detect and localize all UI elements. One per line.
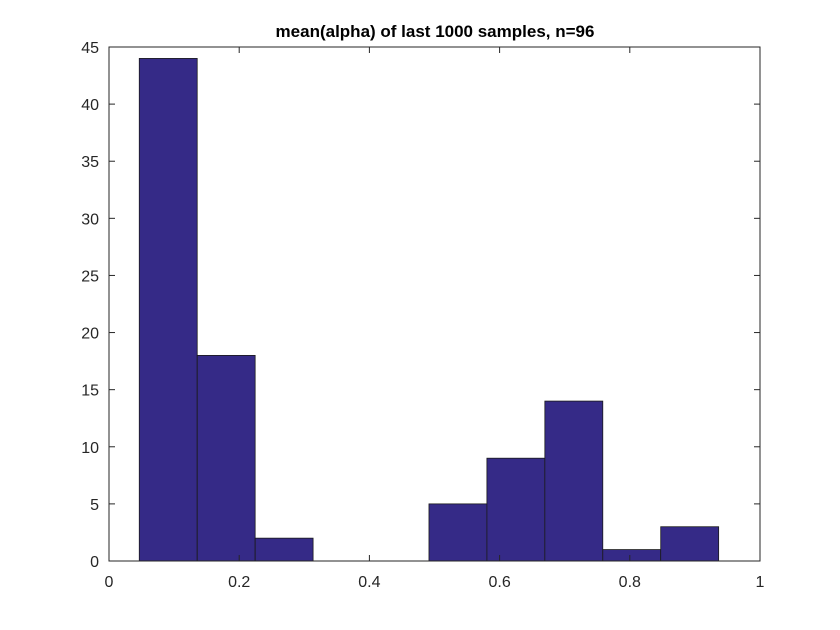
axes-box	[108, 46, 761, 562]
histogram-bar	[254, 537, 314, 562]
y-tick-label: 0	[90, 554, 99, 571]
histogram-bar	[660, 526, 720, 562]
x-tick-label: 0.8	[619, 574, 641, 591]
histogram-bar	[196, 354, 256, 562]
histogram-bar	[138, 58, 198, 562]
histogram-bar	[544, 400, 604, 562]
x-tick-label: 1	[756, 574, 765, 591]
y-tick-label: 25	[81, 268, 99, 285]
bars-group	[138, 58, 720, 562]
y-tick-label: 15	[81, 383, 99, 400]
x-tick-label: 0.2	[228, 574, 250, 591]
chart-title: mean(alpha) of last 1000 samples, n=96	[276, 22, 595, 41]
y-tick-label: 40	[81, 97, 99, 114]
y-tick-label: 10	[81, 440, 99, 457]
x-axis: 0 0.2 0.4 0.6 0.8 1	[105, 47, 765, 591]
x-tick-label: 0	[105, 574, 114, 591]
y-tick-label: 20	[81, 326, 99, 343]
histogram-bar	[428, 503, 488, 562]
histogram-bar	[602, 549, 662, 562]
x-tick-label: 0.6	[488, 574, 510, 591]
x-tick-label: 0.4	[358, 574, 380, 591]
histogram-bar	[486, 457, 546, 562]
y-axis: 0 5 10 15 20 25 30 35 40 45	[81, 40, 760, 571]
y-tick-label: 30	[81, 211, 99, 228]
y-tick-label: 45	[81, 40, 99, 57]
y-tick-label: 35	[81, 154, 99, 171]
y-tick-label: 5	[90, 497, 99, 514]
